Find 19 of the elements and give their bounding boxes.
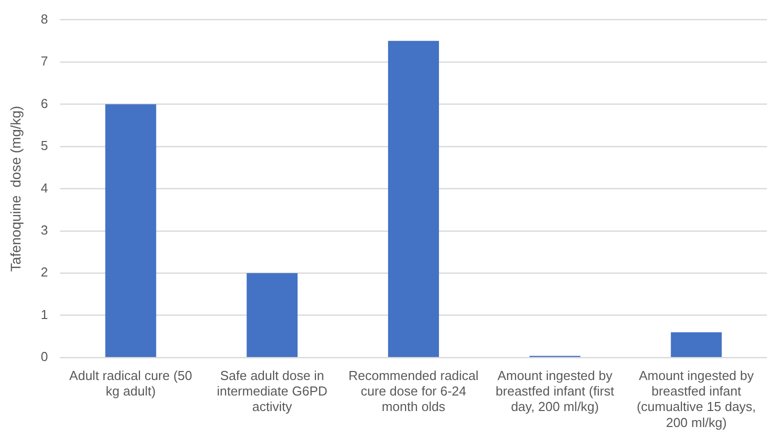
y-tick-label: 8	[40, 11, 48, 26]
y-axis-title: Tafenoquine dose (mg/kg)	[7, 106, 24, 272]
x-tick-label: Amount ingested by breastfed infant (first day, 200 ml/kg)	[496, 368, 615, 414]
bar	[670, 332, 722, 357]
bar	[246, 273, 298, 357]
y-tick-label: 6	[40, 96, 48, 111]
x-tick-label: Recommended radical cure dose for 6-24 month olds	[348, 368, 479, 414]
bar	[105, 104, 156, 357]
x-tick-label: Safe adult dose in intermediate G6PD activity	[216, 368, 328, 414]
y-tick-label: 4	[40, 180, 48, 196]
y-tick-label: 0	[40, 349, 48, 364]
y-tick-label: 7	[40, 54, 48, 69]
y-tick-label: 2	[40, 264, 48, 280]
x-tick-label: Amount ingested by breastfed infant (cumualtive 15 days, 200 ml/kg)	[636, 368, 756, 430]
y-tick-label: 5	[40, 138, 48, 154]
y-tick-label: 1	[40, 306, 48, 322]
y-tick-label: 3	[40, 222, 48, 238]
x-tick-label: Adult radical cure (50 kg adult)	[69, 368, 192, 399]
bar	[388, 40, 439, 357]
